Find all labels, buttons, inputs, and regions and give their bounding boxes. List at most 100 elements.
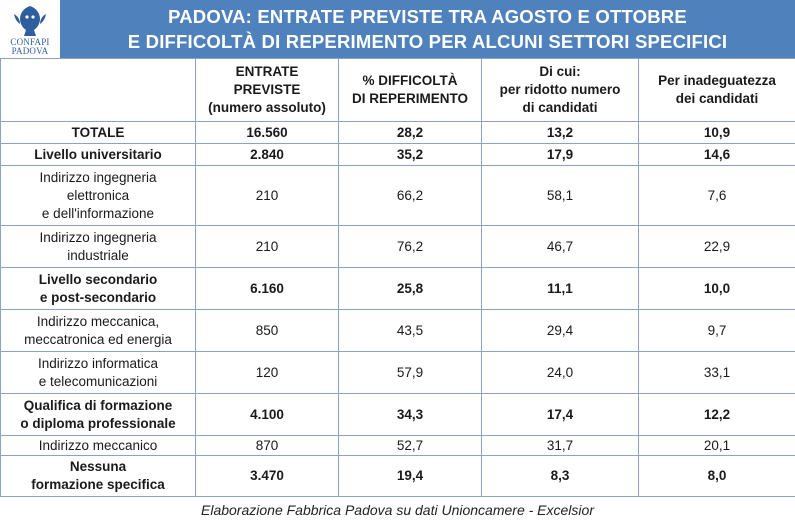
value-cell: 57,9 [338, 351, 482, 394]
row-label-text: TOTALE [71, 124, 125, 140]
value-cell: 52,7 [338, 435, 482, 456]
value-cell: 12,2 [638, 393, 795, 436]
row-label-cell: Indirizzo ingegneria industriale [0, 225, 196, 268]
row-label-text: e post-secondario [39, 289, 157, 305]
title-banner: CONFAPI PADOVA PADOVA: ENTRATE PREVISTE … [0, 0, 795, 58]
row-label-text: Livello universitario [34, 146, 162, 162]
value-cell: 76,2 [338, 225, 482, 268]
logo-text-line1: CONFAPI [10, 37, 50, 47]
value-cell: 24,0 [481, 351, 639, 394]
header-text: di candidati [522, 100, 598, 115]
value-cell: 8,3 [481, 455, 639, 497]
header-cell: ENTRATE PREVISTE (numero assoluto) [195, 58, 339, 122]
value-cell: 31,7 [481, 435, 639, 456]
header-text: Per inadeguatezza [658, 73, 776, 88]
confapi-logo: CONFAPI PADOVA [0, 0, 60, 58]
value-cell: 10,0 [638, 267, 795, 310]
row-label-cell: Indirizzo ingegneria elettronica e dell'in… [0, 165, 196, 226]
row-label-text: Indirizzo meccanico [38, 437, 158, 453]
title-line2: E DIFFICOLTÀ DI REPERIMENTO PER ALCUNI S… [127, 31, 728, 52]
value-cell: 8,0 [638, 455, 795, 497]
value-cell: 14,6 [638, 143, 795, 166]
row-label-text: Livello secondario [38, 271, 158, 287]
value-cell: 13,2 [481, 121, 639, 144]
row-label-text: Qualifica di formazione [23, 397, 173, 413]
value-cell: 3.470 [195, 455, 339, 497]
value-cell: 210 [195, 165, 339, 226]
row-label-text: Indirizzo ingegneria [39, 229, 157, 245]
value-cell: 16.560 [195, 121, 339, 144]
header-cell: Per inadeguatezza dei candidati [638, 58, 795, 122]
table-row: TOTALE 16.560 28,2 13,2 10,9 [0, 121, 795, 144]
value-cell: 120 [195, 351, 339, 394]
value-cell: 20,1 [638, 435, 795, 456]
value-cell: 46,7 [481, 225, 639, 268]
value-cell: 17,4 [481, 393, 639, 436]
value-cell: 7,6 [638, 165, 795, 226]
row-label-cell: Qualifica di formazione o diploma profess… [0, 393, 196, 436]
lion-emblem-icon [14, 6, 46, 36]
header-text: PREVISTE [233, 82, 301, 97]
header-cell: % DIFFICOLTÀ DI REPERIMENTO [338, 58, 482, 122]
value-cell: 4.100 [195, 393, 339, 436]
row-label-cell: Indirizzo informatica e telecomunicazioni [0, 351, 196, 394]
value-cell: 11,1 [481, 267, 639, 310]
header-text: (numero assoluto) [208, 100, 326, 115]
value-cell: 17,9 [481, 143, 639, 166]
source-note: Elaborazione Fabbrica Padova su dati Uni… [201, 502, 594, 518]
row-label-cell: TOTALE [0, 121, 196, 144]
header-cell: Di cui: per ridotto numero di candidati [481, 58, 639, 122]
table-row: Indirizzo meccanico 870 52,7 31,7 20,1 [0, 435, 795, 456]
logo-text-line2: PADOVA [11, 46, 49, 56]
row-label-text: meccatronica ed energia [24, 331, 172, 347]
value-cell: 2.840 [195, 143, 339, 166]
table-row: Indirizzo ingegneria elettronica e dell'in… [0, 165, 795, 226]
table-row: Livello universitario 2.840 35,2 17,9 14,6 [0, 143, 795, 166]
header-text: ENTRATE [235, 64, 299, 79]
value-cell: 6.160 [195, 267, 339, 310]
value-cell: 34,3 [338, 393, 482, 436]
row-label-text: e telecomunicazioni [38, 373, 158, 389]
table-row: Livello secondario e post-secondario 6.160… [0, 267, 795, 310]
row-label-cell: Nessuna formazione specifica [0, 455, 196, 497]
page-title: PADOVA: ENTRATE PREVISTE TRA AGOSTO E OT… [60, 4, 795, 54]
value-cell: 25,8 [338, 267, 482, 310]
value-cell: 9,7 [638, 309, 795, 352]
value-cell: 35,2 [338, 143, 482, 166]
header-text: % DIFFICOLTÀ [362, 73, 458, 88]
header-text: DI REPERIMENTO [351, 91, 468, 106]
table-header-row: ENTRATE PREVISTE (numero assoluto) % DIF… [0, 58, 795, 122]
row-label-text: Indirizzo meccanica, [36, 313, 160, 329]
row-label-text: Indirizzo informatica [37, 355, 159, 371]
header-text: Di cui: [539, 64, 581, 79]
table-row: Indirizzo informatica e telecomunicazioni… [0, 351, 795, 394]
table-row: Qualifica di formazione o diploma profess… [0, 393, 795, 436]
row-label-cell: Indirizzo meccanica, meccatronica ed ener… [0, 309, 196, 352]
data-table: ENTRATE PREVISTE (numero assoluto) % DIF… [0, 58, 795, 497]
value-cell: 19,4 [338, 455, 482, 497]
value-cell: 43,5 [338, 309, 482, 352]
row-label-cell: Indirizzo meccanico [0, 435, 196, 456]
title-line1: PADOVA: ENTRATE PREVISTE TRA AGOSTO E OT… [168, 6, 687, 27]
row-label-text: Indirizzo ingegneria [39, 169, 157, 185]
row-label-text: o diploma professionale [20, 415, 176, 431]
value-cell: 870 [195, 435, 339, 456]
value-cell: 28,2 [338, 121, 482, 144]
value-cell: 66,2 [338, 165, 482, 226]
header-text: dei candidati [675, 91, 759, 106]
row-label-text: elettronica [66, 187, 130, 203]
row-label-text: e dell'informazione [41, 205, 155, 221]
value-cell: 850 [195, 309, 339, 352]
row-label-text: formazione specifica [31, 477, 165, 492]
row-label-cell: Livello secondario e post-secondario [0, 267, 196, 310]
value-cell: 22,9 [638, 225, 795, 268]
row-label-cell: Livello universitario [0, 143, 196, 166]
value-cell: 33,1 [638, 351, 795, 394]
value-cell: 10,9 [638, 121, 795, 144]
row-label-text: industriale [67, 247, 129, 263]
value-cell: 210 [195, 225, 339, 268]
value-cell: 58,1 [481, 165, 639, 226]
value-cell: 29,4 [481, 309, 639, 352]
table-row: Indirizzo meccanica, meccatronica ed ener… [0, 309, 795, 352]
row-label-text: Nessuna [69, 459, 127, 474]
